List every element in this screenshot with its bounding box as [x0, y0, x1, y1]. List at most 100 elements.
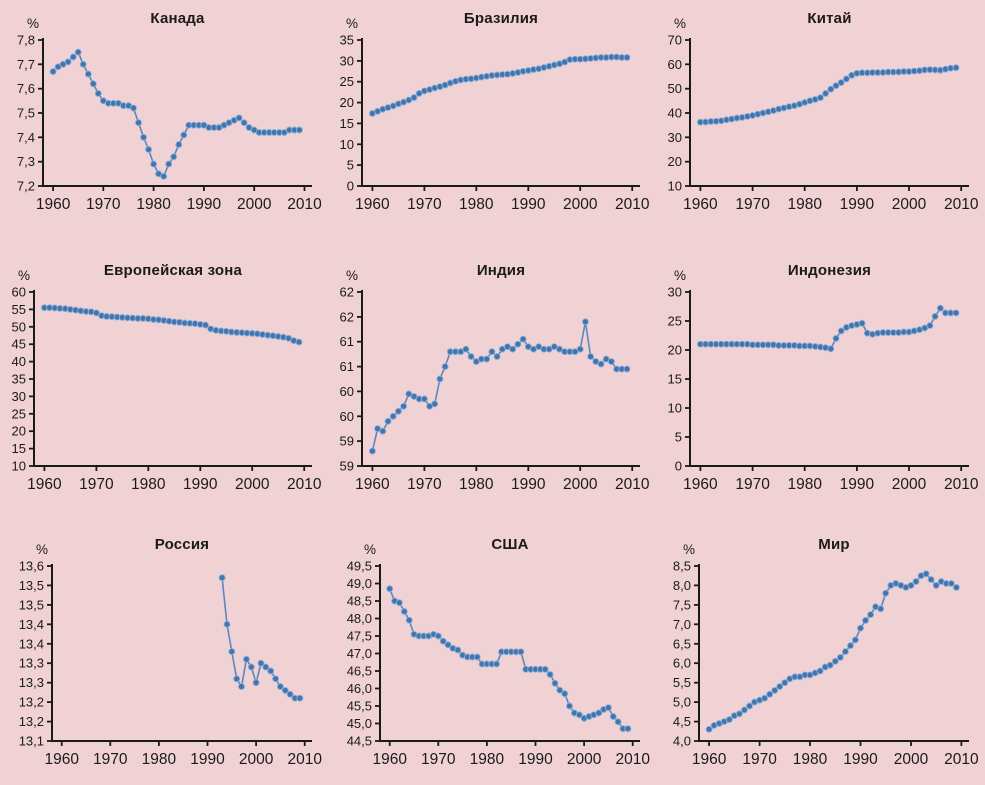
svg-text:5: 5: [347, 158, 354, 173]
svg-text:4,5: 4,5: [673, 714, 691, 729]
line-chart-svg: 10 15 20 25 30 35 40 45 50 55 60 1960 1970 1980 1990 20…: [12, 285, 322, 494]
chart-brazil: Бразилия % 0 5 10 15 20 25 30 35 1960 1970 1980 199…: [328, 0, 656, 242]
svg-text:1970: 1970: [407, 196, 442, 213]
svg-text:30: 30: [340, 53, 354, 68]
svg-text:6,0: 6,0: [673, 656, 691, 671]
chart-usa: США % 44,5 45,0 45,5 46,0 46,5 47,0 47,5 48,0 48…: [328, 510, 656, 785]
chart-title: Индонезия: [787, 262, 872, 279]
svg-text:4,0: 4,0: [673, 734, 691, 749]
svg-text:1970: 1970: [79, 476, 114, 493]
svg-text:1960: 1960: [44, 751, 79, 768]
svg-text:2000: 2000: [239, 751, 274, 768]
svg-text:25: 25: [340, 74, 354, 89]
svg-text:1960: 1960: [683, 476, 718, 493]
svg-text:60: 60: [340, 409, 354, 424]
svg-text:5,5: 5,5: [673, 675, 691, 690]
svg-text:46,0: 46,0: [347, 681, 372, 696]
line-chart-svg: 10 20 30 40 50 60 70 1960 1970 1980 1990 2000 2010: [668, 33, 979, 214]
svg-text:7,2: 7,2: [17, 179, 35, 194]
svg-text:25: 25: [12, 406, 26, 421]
svg-text:48,0: 48,0: [347, 611, 372, 626]
svg-text:70: 70: [668, 33, 682, 48]
y-axis-unit-label: %: [673, 268, 686, 283]
line-chart-svg: 59 59 60 60 61 61 62 62 1960 1970 1980 1990 2000 2010: [340, 285, 650, 494]
svg-text:2000: 2000: [563, 196, 598, 213]
svg-text:13,2: 13,2: [19, 695, 44, 710]
svg-text:59: 59: [340, 434, 354, 449]
y-axis-unit-label: %: [673, 16, 686, 31]
chart-india: Индия % 59 59 60 60 61 61 62 62 1960 1970 1980 1990…: [328, 242, 656, 510]
svg-text:13,2: 13,2: [19, 714, 44, 729]
line-chart-svg: 13,1 13,2 13,2 13,3 13,3 13,4 13,4 13,5 13,5 13,6…: [19, 559, 323, 769]
y-axis-unit-label: %: [345, 268, 358, 283]
svg-text:0: 0: [675, 459, 682, 474]
svg-text:30: 30: [668, 285, 682, 300]
svg-text:45,0: 45,0: [347, 716, 372, 731]
svg-text:2000: 2000: [892, 476, 927, 493]
svg-text:1970: 1970: [86, 196, 121, 213]
svg-text:7,5: 7,5: [17, 106, 35, 121]
svg-text:1980: 1980: [793, 751, 828, 768]
svg-text:1980: 1980: [142, 751, 177, 768]
svg-text:13,3: 13,3: [19, 656, 44, 671]
svg-text:2000: 2000: [563, 476, 598, 493]
svg-text:10: 10: [668, 179, 682, 194]
svg-text:1980: 1980: [787, 476, 822, 493]
svg-text:2010: 2010: [944, 751, 979, 768]
y-axis-unit-label: %: [682, 542, 695, 557]
svg-text:60: 60: [12, 285, 26, 300]
svg-text:2010: 2010: [287, 476, 322, 493]
svg-text:10: 10: [340, 137, 354, 152]
y-axis-unit-label: %: [35, 542, 48, 557]
svg-text:1980: 1980: [459, 196, 494, 213]
line-chart-svg: 44,5 45,0 45,5 46,0 46,5 47,0 47,5 48,0 48,5 49,0…: [347, 559, 651, 769]
svg-text:7,7: 7,7: [17, 57, 35, 72]
svg-text:13,6: 13,6: [19, 559, 44, 574]
svg-text:2000: 2000: [567, 751, 602, 768]
svg-text:1990: 1990: [187, 196, 222, 213]
svg-text:2010: 2010: [287, 751, 322, 768]
svg-text:49,5: 49,5: [347, 559, 372, 574]
svg-text:1980: 1980: [459, 476, 494, 493]
svg-text:2000: 2000: [237, 196, 272, 213]
svg-text:10: 10: [12, 459, 26, 474]
svg-text:1970: 1970: [735, 196, 770, 213]
svg-text:15: 15: [668, 372, 682, 387]
svg-text:2000: 2000: [235, 476, 270, 493]
svg-text:40: 40: [12, 354, 26, 369]
svg-text:1960: 1960: [692, 751, 727, 768]
svg-text:6,5: 6,5: [673, 636, 691, 651]
svg-text:1990: 1990: [840, 196, 875, 213]
svg-text:13,4: 13,4: [19, 636, 44, 651]
svg-text:1970: 1970: [742, 751, 777, 768]
svg-text:1990: 1990: [183, 476, 218, 493]
svg-text:1970: 1970: [421, 751, 456, 768]
svg-text:2010: 2010: [944, 196, 979, 213]
svg-text:50: 50: [668, 81, 682, 96]
svg-text:45: 45: [12, 337, 26, 352]
svg-text:7,6: 7,6: [17, 81, 35, 96]
svg-text:62: 62: [340, 309, 354, 324]
svg-text:1960: 1960: [27, 476, 62, 493]
svg-text:61: 61: [340, 334, 354, 349]
svg-text:7,3: 7,3: [17, 154, 35, 169]
chart-title: Бразилия: [463, 10, 539, 27]
chart-indonesia: Индонезия % 0 5 10 15 20 25 30 1960 1970 1980 1990…: [656, 242, 985, 510]
svg-text:7,0: 7,0: [673, 617, 691, 632]
svg-text:1990: 1990: [190, 751, 225, 768]
svg-text:1990: 1990: [511, 196, 546, 213]
svg-text:1970: 1970: [93, 751, 128, 768]
chart-title: США: [491, 536, 529, 553]
svg-text:55: 55: [12, 302, 26, 317]
chart-title: Китай: [807, 10, 852, 27]
y-axis-unit-label: %: [363, 542, 376, 557]
svg-text:50: 50: [12, 319, 26, 334]
svg-text:15: 15: [12, 441, 26, 456]
svg-text:7,8: 7,8: [17, 33, 35, 48]
y-axis-unit-label: %: [26, 16, 39, 31]
svg-text:0: 0: [347, 179, 354, 194]
svg-text:61: 61: [340, 359, 354, 374]
svg-text:2010: 2010: [615, 476, 650, 493]
svg-text:13,5: 13,5: [19, 578, 44, 593]
svg-text:1960: 1960: [355, 476, 390, 493]
